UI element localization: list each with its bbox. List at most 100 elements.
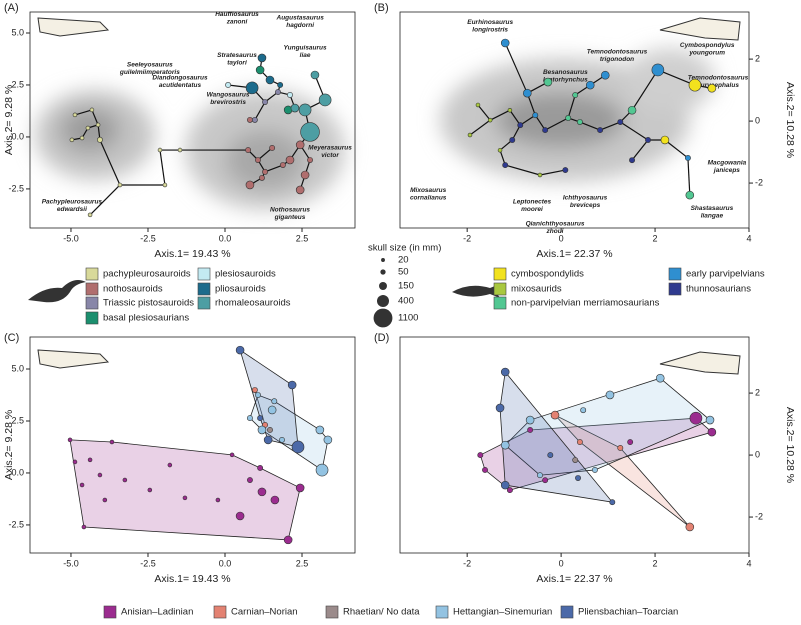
point: Triassic pistosauroids xyxy=(275,89,281,95)
taxon-label: Augustasaurus xyxy=(276,15,325,22)
point: Hettangian–Sinemurian xyxy=(655,373,665,383)
point: mixosaurids xyxy=(497,147,503,153)
x-tick-label: 4 xyxy=(746,233,751,243)
point: Anisian–Ladinian xyxy=(257,487,267,497)
taxon-label: janiceps xyxy=(713,167,740,174)
legend-swatch xyxy=(85,296,99,310)
legend-label: cymbospondylids xyxy=(511,269,584,280)
legend-label: Carnian–Norian xyxy=(231,607,298,618)
point: nothosauroids xyxy=(279,162,286,168)
size-legend-label: 1100 xyxy=(398,313,418,324)
point: Pliensbachian–Toarcian xyxy=(500,480,510,490)
point: Anisian–Ladinian xyxy=(72,459,78,465)
tree-branch xyxy=(264,164,284,173)
point: pachypleurosauroids xyxy=(72,112,78,118)
y-tick-label: 2.5 xyxy=(11,415,24,425)
taxon-label: Hauffiosaurus xyxy=(215,11,259,18)
point: Pliensbachian–Toarcian xyxy=(291,440,305,454)
point: mixosaurids xyxy=(537,172,543,178)
point: pachypleurosauroids xyxy=(117,182,123,188)
point: nothosauroids xyxy=(262,168,268,175)
point: Anisian–Ladinian xyxy=(229,452,235,458)
point: pachypleurosauroids xyxy=(89,107,95,113)
taxon-label: Macgowania xyxy=(708,160,747,167)
point: Anisian–Ladinian xyxy=(235,511,245,521)
point: Hettangian–Sinemurian xyxy=(315,425,325,435)
point: rhomaleosauroids xyxy=(290,103,300,113)
point: Hettangian–Sinemurian xyxy=(525,415,535,425)
point: rhomaleosauroids xyxy=(318,93,332,107)
tree-branch xyxy=(579,121,601,131)
point: Anisian–Ladinian xyxy=(182,495,188,501)
point: nothosauroids xyxy=(245,147,252,153)
point: non-parvipelvian merriamosaurians xyxy=(685,190,695,200)
point: thunnosaurians xyxy=(597,127,604,134)
legend-swatch xyxy=(493,296,507,310)
legend-swatch xyxy=(435,605,449,619)
tree-branch xyxy=(534,114,546,131)
point: Rhaetian/ No data xyxy=(572,457,579,463)
taxon-label: longirostris xyxy=(472,26,508,33)
point: Anisian–Ladinian xyxy=(506,487,513,494)
y-axis-label: Axis.2= 9.28 % xyxy=(3,410,15,480)
taxon-label: moorei xyxy=(521,206,543,213)
tree-branch xyxy=(504,42,528,94)
x-axis-label: Axis.1= 19.43 % xyxy=(154,248,230,260)
x-tick-label: 4 xyxy=(746,558,751,568)
point: rhomaleosauroids xyxy=(300,122,320,142)
point: Carnian–Norian xyxy=(685,522,695,532)
taxon-label: Leptonectes xyxy=(513,199,552,206)
legend-swatch xyxy=(213,605,227,619)
point: pachypleurosauroids xyxy=(69,137,75,143)
point: pachypleurosauroids xyxy=(157,147,163,153)
point: Hettangian–Sinemurian xyxy=(580,407,587,414)
point: non-parvipelvian merriamosaurians xyxy=(572,92,579,98)
point: Anisian–Ladinian xyxy=(627,439,634,445)
taxon-label: brevirostris xyxy=(210,99,246,106)
tree-branch xyxy=(159,149,166,186)
point: early parvipelvians xyxy=(585,80,595,90)
taxon-label: Diandongosaurus xyxy=(152,75,208,82)
point: Hettangian–Sinemurian xyxy=(591,467,598,473)
point: nothosauroids xyxy=(295,185,305,195)
tree-branch xyxy=(657,69,696,86)
panel-label: (A) xyxy=(4,2,19,14)
size-legend-marker xyxy=(379,282,387,290)
point: Hettangian–Sinemurian xyxy=(267,405,277,415)
size-legend-label: 20 xyxy=(398,255,409,266)
taxon-label: Cymbospondylus xyxy=(680,42,735,49)
x-tick-label: -2.5 xyxy=(140,558,156,568)
point: Anisian–Ladinian xyxy=(283,535,293,545)
point: pliosauroids xyxy=(257,53,267,63)
taxon-label: hagdorni xyxy=(286,22,314,29)
point: nothosauroids xyxy=(247,116,253,123)
tree-branch xyxy=(254,101,266,121)
tree-branch xyxy=(619,121,649,141)
point: basal plesiosaurians xyxy=(255,65,265,75)
tree-branch xyxy=(91,109,99,126)
tree-branch xyxy=(509,109,521,126)
point: early parvipelvians xyxy=(532,112,539,119)
point: thunnosaurians xyxy=(517,122,524,129)
point: pliosauroids xyxy=(245,81,259,95)
taxon-label: liae xyxy=(300,52,311,59)
point: Carnian–Norian xyxy=(550,410,560,420)
legend-label: pliosauroids xyxy=(215,284,266,295)
point: thunnosaurians xyxy=(645,137,651,143)
point: nothosauroids xyxy=(255,157,261,163)
legend-label: Triassic pistosauroids xyxy=(103,298,194,309)
point: Anisian–Ladinian xyxy=(477,452,484,459)
point: Pliensbachian–Toarcian xyxy=(235,345,245,355)
taxon-label: victor xyxy=(321,152,339,159)
x-axis-label: Axis.1= 19.43 % xyxy=(154,573,230,585)
taxon-label: Eurhinosaurus xyxy=(467,19,513,26)
plot-frame xyxy=(29,11,356,229)
point: Anisian–Ladinian xyxy=(102,497,108,503)
taxon-label: giganteus xyxy=(274,214,306,221)
taxon-label: zanoni xyxy=(226,18,248,25)
point: Hettangian–Sinemurian xyxy=(257,425,267,435)
point: pachypleurosauroids xyxy=(87,212,93,218)
point: pachypleurosauroids xyxy=(95,122,101,128)
tree-branch xyxy=(539,169,566,176)
point: thunnosaurians xyxy=(502,162,509,169)
